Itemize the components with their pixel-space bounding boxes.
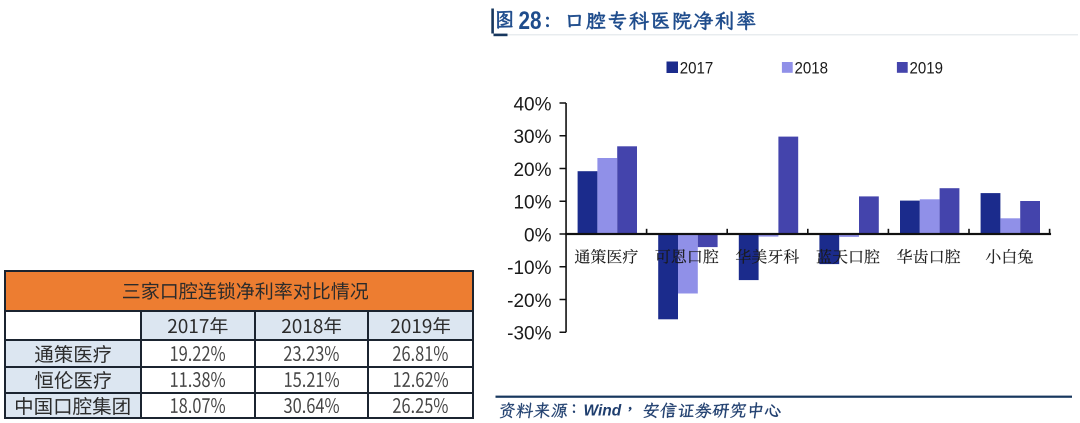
svg-text:0%: 0%	[524, 225, 552, 246]
svg-text:2019: 2019	[910, 59, 944, 78]
svg-text:28: 28	[519, 7, 542, 35]
svg-text:30%: 30%	[513, 127, 551, 148]
svg-text:2018: 2018	[795, 59, 829, 78]
svg-text:20%: 20%	[513, 160, 551, 181]
svg-text:-10%: -10%	[507, 258, 551, 279]
svg-text:10%: 10%	[513, 193, 551, 214]
svg-text:-30%: -30%	[507, 324, 551, 345]
svg-text:40%: 40%	[513, 94, 551, 115]
svg-text:-20%: -20%	[507, 291, 551, 312]
svg-text:2017: 2017	[680, 59, 714, 78]
svg-text:Wind: Wind	[584, 403, 622, 420]
